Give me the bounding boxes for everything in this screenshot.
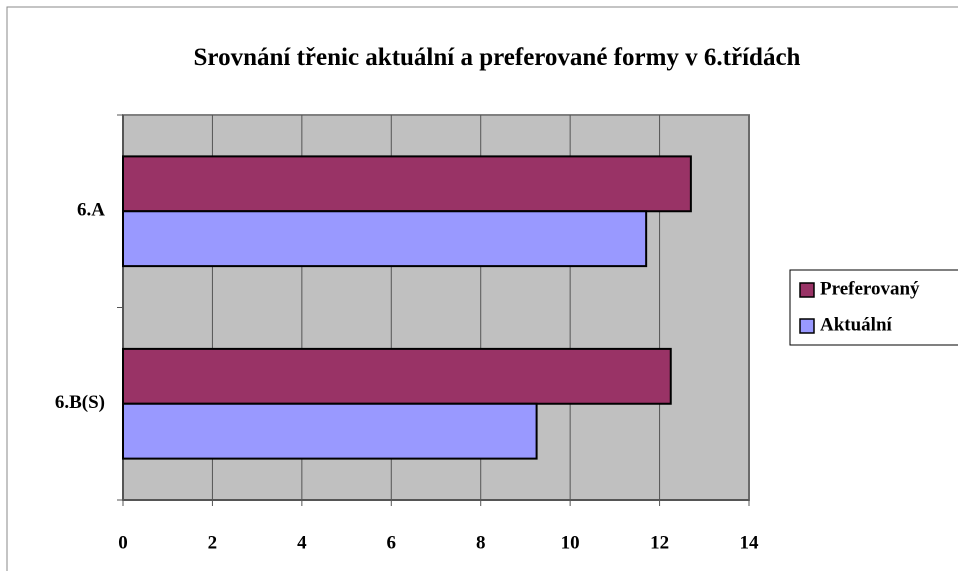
bar (122, 347, 672, 405)
legend-swatch (799, 318, 815, 334)
x-tick-label: 14 (740, 532, 760, 553)
legend-box (789, 269, 958, 346)
chart-title: Srovnání třenic aktuální a preferované f… (193, 44, 801, 71)
x-tick-label: 4 (297, 532, 307, 553)
legend-label: Preferovaný (820, 278, 920, 299)
y-tick-label: 6.B(S) (55, 392, 105, 413)
x-tick-label: 8 (476, 532, 486, 553)
x-tick-label: 2 (208, 532, 218, 553)
bar (122, 155, 692, 213)
x-tick-label: 12 (650, 532, 669, 553)
x-tick-label: 10 (561, 532, 580, 553)
x-tick-label: 6 (387, 532, 397, 553)
y-tick-label: 6.A (77, 200, 105, 221)
legend-swatch (799, 282, 815, 298)
bar (122, 210, 648, 268)
bar (122, 402, 538, 460)
legend-label: Aktuální (820, 314, 893, 335)
x-tick-label: 0 (118, 532, 128, 553)
